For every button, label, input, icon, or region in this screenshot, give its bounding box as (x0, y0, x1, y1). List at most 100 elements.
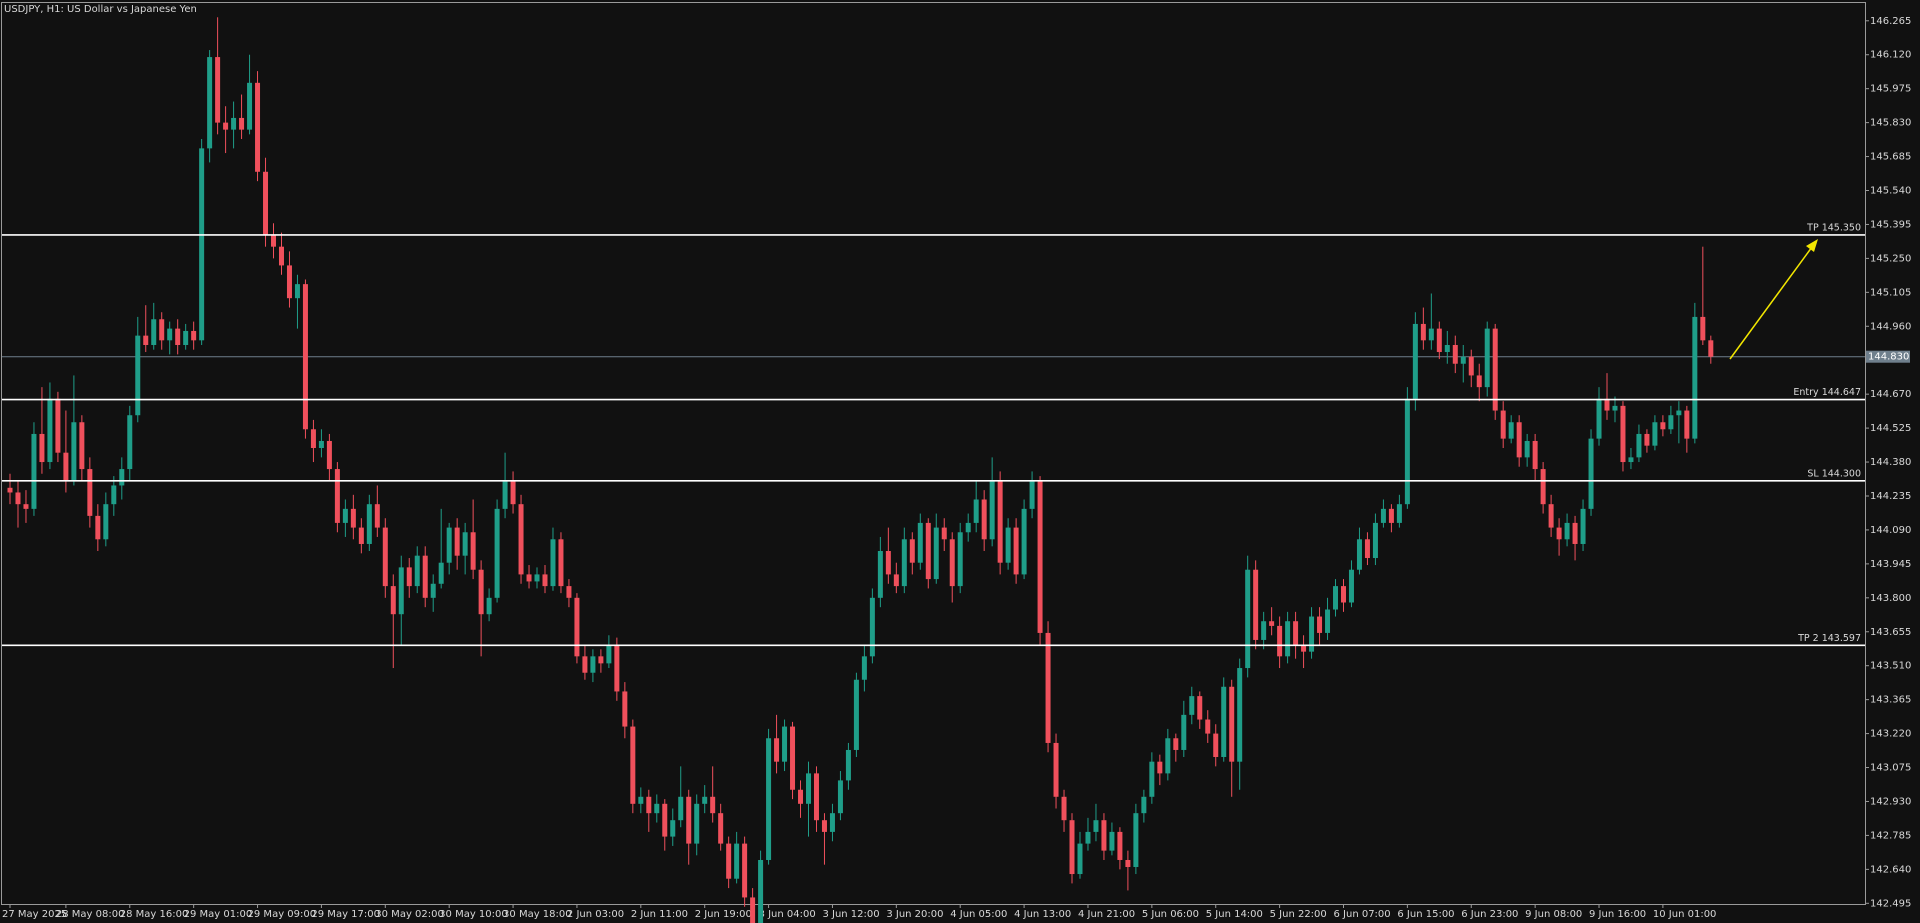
candle-body (734, 843, 740, 879)
candle-body (686, 796, 692, 844)
x-tick-label: 28 May 08:00 (56, 909, 125, 920)
y-tick-label: 143.800 (1870, 593, 1911, 604)
candle-body (119, 469, 125, 486)
candle-body (406, 567, 412, 587)
candle-body (1668, 415, 1674, 430)
candle-body (877, 550, 883, 598)
x-tick-label: 6 Jun 23:00 (1461, 909, 1518, 920)
x-tick-label: 30 May 02:00 (375, 909, 444, 920)
y-tick-label: 146.265 (1870, 16, 1911, 27)
candle-body (199, 148, 205, 341)
candle-body (997, 480, 1003, 563)
candle-body (853, 679, 859, 750)
candle-body (247, 82, 253, 130)
candle-body (462, 532, 468, 556)
candle-body (1396, 504, 1402, 523)
candle-body (1317, 616, 1323, 633)
candle-body (183, 330, 189, 346)
candle-body (374, 504, 380, 528)
x-tick-label: 29 May 17:00 (311, 909, 380, 920)
candle-body (1333, 586, 1339, 610)
candle-body (326, 440, 332, 470)
candle-body (550, 539, 556, 587)
candle-body (989, 480, 995, 540)
candle-body (1684, 410, 1690, 439)
candle-body (869, 597, 875, 657)
candle-body (1085, 831, 1091, 844)
candle-body (758, 859, 764, 923)
candle-body (558, 539, 564, 587)
candle-body (1380, 508, 1386, 523)
candle-body (1277, 625, 1283, 657)
y-tick-label: 145.975 (1870, 84, 1911, 95)
candle-body (526, 574, 532, 582)
candle-body (1484, 328, 1490, 388)
candle-body (294, 284, 300, 299)
candle-body (191, 330, 197, 341)
candle-body (1580, 508, 1586, 544)
candle-body (87, 469, 93, 516)
candle-body (694, 803, 700, 844)
candle-body (1037, 480, 1043, 633)
candle-body (271, 234, 277, 247)
candle-body (542, 574, 548, 587)
candle-body (1612, 405, 1618, 411)
candle-body (1125, 859, 1131, 868)
x-tick-label: 9 Jun 16:00 (1589, 909, 1646, 920)
y-tick-label: 142.785 (1870, 830, 1911, 841)
y-tick-label: 145.105 (1870, 287, 1911, 298)
candle-body (534, 574, 540, 582)
candle-body (662, 803, 668, 837)
candle-body (1412, 323, 1418, 399)
candle-body (1181, 714, 1187, 750)
x-tick-label: 6 Jun 07:00 (1333, 909, 1390, 920)
candle-body (350, 508, 356, 528)
candle-body (893, 574, 899, 587)
candle-body (7, 487, 13, 493)
y-tick-label: 146.120 (1870, 50, 1911, 61)
candle-body (774, 738, 780, 762)
candle-body (207, 57, 213, 149)
candle-body (79, 422, 85, 470)
y-tick-label: 144.960 (1870, 321, 1911, 332)
x-tick-label: 5 Jun 06:00 (1142, 909, 1199, 920)
candle-body (255, 82, 261, 172)
y-tick-label: 145.830 (1870, 118, 1911, 129)
candle-body (1029, 480, 1035, 509)
candle-body (103, 504, 109, 540)
x-tick-label: 28 May 16:00 (120, 909, 189, 920)
candle-body (702, 796, 708, 804)
candle-body (430, 583, 436, 598)
candle-body (1069, 820, 1075, 875)
candle-body (494, 508, 500, 598)
candle-body (933, 527, 939, 580)
candle-body (1588, 438, 1594, 509)
candle-body (1508, 422, 1514, 439)
candle-body (798, 789, 804, 804)
candle-body (47, 398, 53, 463)
y-tick-label: 144.090 (1870, 525, 1911, 536)
y-tick-label: 143.075 (1870, 763, 1911, 774)
y-tick-label: 143.945 (1870, 559, 1911, 570)
candle-body (917, 522, 923, 563)
candle-body (95, 515, 101, 540)
candle-body (358, 527, 364, 544)
candle-body (167, 328, 173, 341)
candle-body (1285, 621, 1291, 657)
candle-body (478, 569, 484, 615)
candle-body (1309, 616, 1315, 652)
candle-body (1325, 609, 1331, 633)
y-tick-label: 142.640 (1870, 864, 1911, 875)
level-label: Entry 144.647 (1793, 387, 1861, 398)
candle-body (670, 820, 676, 837)
candle-body (1213, 733, 1219, 757)
candle-body (622, 691, 628, 727)
candle-body (1500, 410, 1506, 439)
candle-body (1676, 410, 1682, 416)
candle-body (1053, 742, 1059, 797)
x-tick-label: 3 Jun 12:00 (822, 909, 879, 920)
candle-body (1133, 813, 1139, 868)
candle-body (1109, 831, 1115, 851)
plot-frame (1, 2, 1866, 905)
